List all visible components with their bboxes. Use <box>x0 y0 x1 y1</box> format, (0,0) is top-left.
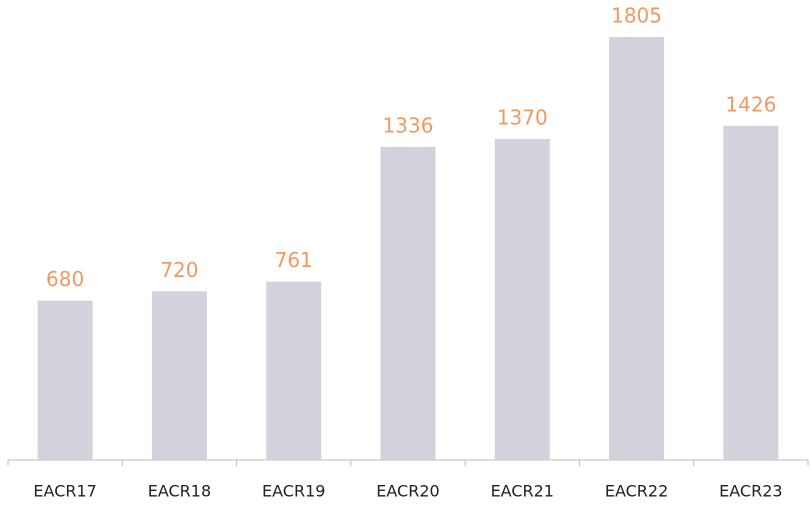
value-label: 1426 <box>725 92 776 116</box>
x-tick-label: EACR23 <box>719 482 782 501</box>
x-tick-label: EACR17 <box>33 482 96 501</box>
bar <box>380 146 436 460</box>
bar <box>37 300 93 460</box>
bar <box>151 291 207 460</box>
x-tick-label: EACR21 <box>491 482 554 501</box>
value-label: 1370 <box>497 105 548 129</box>
x-tick-label: EACR19 <box>262 482 325 501</box>
value-label: 1805 <box>611 4 662 28</box>
bar <box>609 37 665 460</box>
value-label: 720 <box>160 258 198 282</box>
x-tick-label: EACR22 <box>605 482 668 501</box>
bar <box>494 138 550 460</box>
value-label: 1336 <box>383 113 434 137</box>
x-tick-label: EACR18 <box>148 482 211 501</box>
bar <box>266 281 322 460</box>
value-label: 761 <box>275 248 313 272</box>
x-tick-label: EACR20 <box>376 482 439 501</box>
value-label: 680 <box>46 267 84 291</box>
bar <box>723 125 779 460</box>
